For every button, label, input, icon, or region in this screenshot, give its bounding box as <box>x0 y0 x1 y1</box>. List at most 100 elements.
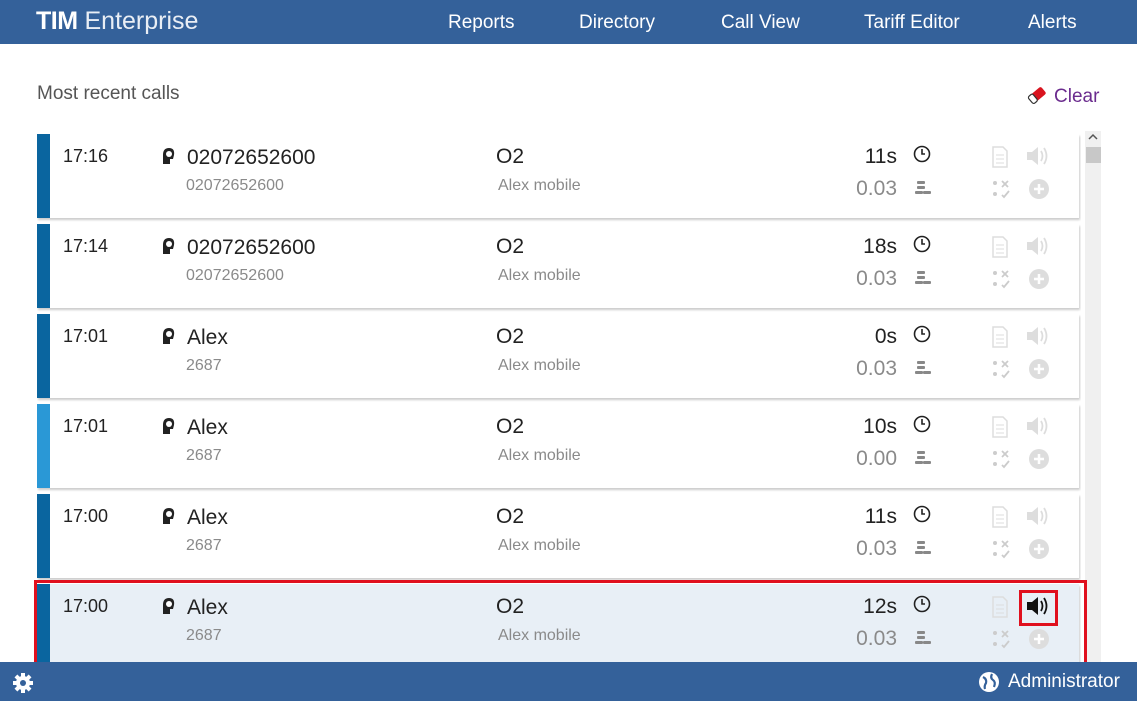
settings-icon[interactable] <box>12 672 34 694</box>
nav-link[interactable]: Reports <box>448 12 515 33</box>
add-icon[interactable] <box>1028 628 1050 650</box>
contact-name: Alex <box>187 326 228 349</box>
carrier: O2 <box>496 505 525 528</box>
coins-icon <box>913 539 933 557</box>
status-bar <box>37 134 50 218</box>
call-row[interactable]: 17:00 Alex 2687 O2 Alex mobile 11s 0.03 <box>37 494 1079 578</box>
add-icon[interactable] <box>1028 268 1050 290</box>
header <box>0 0 1137 44</box>
line-name: Alex mobile <box>498 357 581 374</box>
status-bar <box>37 494 50 578</box>
call-row[interactable]: 17:16 02072652600 02072652600 O2 Alex mobile… <box>37 134 1079 218</box>
contact-name: Alex <box>187 506 228 529</box>
scroll-thumb[interactable] <box>1086 147 1101 163</box>
play-audio[interactable] <box>1025 325 1051 347</box>
clock-icon <box>913 325 931 343</box>
contact-icon <box>160 416 176 436</box>
add-icon[interactable] <box>1028 538 1050 560</box>
tariff-icon[interactable] <box>991 269 1011 289</box>
carrier: O2 <box>496 145 525 168</box>
call-time: 17:01 <box>63 416 109 436</box>
duration: 18s <box>863 235 897 258</box>
duration: 0s <box>874 325 897 348</box>
notes-icon[interactable] <box>991 506 1009 528</box>
cost: 0.03 <box>856 267 897 290</box>
call-row[interactable]: 17:01 Alex 2687 O2 Alex mobile 10s 0.00 <box>37 404 1079 488</box>
duration: 11s <box>864 145 897 168</box>
cost: 0.03 <box>856 177 897 200</box>
carrier: O2 <box>496 325 525 348</box>
add-icon[interactable] <box>1028 448 1050 470</box>
call-row[interactable]: 17:14 02072652600 02072652600 O2 Alex mobile… <box>37 224 1079 308</box>
notes-icon[interactable] <box>991 596 1009 618</box>
tariff-icon[interactable] <box>991 179 1011 199</box>
contact-icon <box>160 236 176 256</box>
play-audio[interactable] <box>1025 415 1051 437</box>
play-audio[interactable] <box>1025 235 1051 257</box>
nav-link[interactable]: Tariff Editor <box>864 12 960 33</box>
contact-name: Alex <box>187 416 228 439</box>
notes-icon[interactable] <box>991 236 1009 258</box>
notes-icon[interactable] <box>991 326 1009 348</box>
contact-number: 2687 <box>186 357 222 374</box>
scroll-up[interactable] <box>1088 133 1098 141</box>
nav-link[interactable]: Call View <box>721 12 800 33</box>
call-list: 17:16 02072652600 02072652600 O2 Alex mobile… <box>37 134 1081 662</box>
contact-icon <box>160 506 176 526</box>
scrollbar[interactable] <box>1085 131 1101 662</box>
contact-name: Alex <box>187 596 228 619</box>
carrier: O2 <box>496 415 525 438</box>
eraser-icon[interactable] <box>1026 86 1048 106</box>
logo-bold: TIM <box>36 7 78 35</box>
clear-button[interactable]: Clear <box>1054 86 1100 107</box>
status-bar <box>37 224 50 308</box>
clock-icon <box>913 595 931 613</box>
play-audio[interactable] <box>1025 505 1051 527</box>
carrier: O2 <box>496 235 525 258</box>
notes-icon[interactable] <box>991 146 1009 168</box>
status-bar <box>37 404 50 488</box>
line-name: Alex mobile <box>498 447 581 464</box>
cost: 0.03 <box>856 537 897 560</box>
call-time: 17:00 <box>63 596 109 616</box>
duration: 12s <box>863 595 897 618</box>
call-time: 17:00 <box>63 506 109 526</box>
coins-icon <box>913 449 933 467</box>
duration: 11s <box>864 505 897 528</box>
contact-number: 2687 <box>186 537 222 554</box>
status-bar <box>37 314 50 398</box>
tariff-icon[interactable] <box>991 539 1011 559</box>
nav-link[interactable]: Directory <box>579 12 656 33</box>
duration: 10s <box>863 415 897 438</box>
logo[interactable]: TIM Enterprise <box>36 7 198 36</box>
user-name[interactable]: Administrator <box>1008 671 1120 692</box>
cost: 0.00 <box>856 447 897 470</box>
contact-icon <box>160 326 176 346</box>
tariff-icon[interactable] <box>991 629 1011 649</box>
clock-icon <box>913 235 931 253</box>
clock-icon <box>913 505 931 523</box>
notes-icon[interactable] <box>991 416 1009 438</box>
play-audio[interactable] <box>1025 595 1051 617</box>
call-row[interactable]: 17:01 Alex 2687 O2 Alex mobile 0s 0.03 <box>37 314 1079 398</box>
tariff-icon[interactable] <box>991 449 1011 469</box>
tariff-icon[interactable] <box>991 359 1011 379</box>
carrier: O2 <box>496 595 525 618</box>
clock-icon <box>913 145 931 163</box>
contact-number: 2687 <box>186 627 222 644</box>
status-bar <box>37 584 50 662</box>
coins-icon <box>913 179 933 197</box>
add-icon[interactable] <box>1028 358 1050 380</box>
contact-number: 02072652600 <box>186 177 284 194</box>
nav-link[interactable]: Alerts <box>1028 12 1077 33</box>
play-audio[interactable] <box>1025 145 1051 167</box>
section-title: Most recent calls <box>37 83 180 104</box>
footer <box>0 662 1137 701</box>
coins-icon <box>913 269 933 287</box>
call-row[interactable]: 17:00 Alex 2687 O2 Alex mobile 12s 0.03 <box>37 584 1079 662</box>
call-time: 17:01 <box>63 326 109 346</box>
cost: 0.03 <box>856 627 897 650</box>
contact-number: 2687 <box>186 447 222 464</box>
add-icon[interactable] <box>1028 178 1050 200</box>
highlight-box <box>1019 590 1058 626</box>
